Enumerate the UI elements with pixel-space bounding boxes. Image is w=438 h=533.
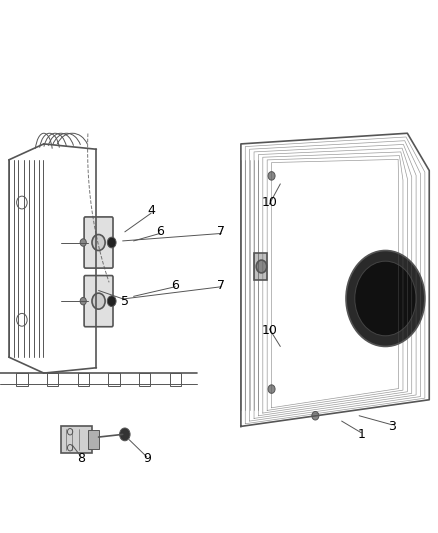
- Circle shape: [92, 235, 105, 251]
- FancyBboxPatch shape: [84, 217, 113, 268]
- Bar: [88, 430, 99, 449]
- FancyBboxPatch shape: [84, 276, 113, 327]
- Circle shape: [120, 428, 130, 441]
- Bar: [16, 373, 28, 386]
- Text: 1: 1: [357, 428, 365, 441]
- Circle shape: [80, 297, 86, 305]
- Circle shape: [268, 385, 275, 393]
- Text: 9: 9: [143, 452, 151, 465]
- Text: 7: 7: [217, 225, 225, 238]
- Circle shape: [107, 296, 116, 306]
- Circle shape: [355, 261, 416, 336]
- Text: 6: 6: [156, 225, 164, 238]
- Circle shape: [268, 172, 275, 180]
- Bar: [78, 373, 89, 386]
- Text: 8: 8: [77, 452, 85, 465]
- Text: 5: 5: [121, 295, 129, 308]
- Text: 4: 4: [147, 204, 155, 217]
- Circle shape: [92, 293, 105, 309]
- Circle shape: [80, 239, 86, 246]
- Text: 3: 3: [388, 420, 396, 433]
- Bar: [254, 253, 267, 280]
- Bar: [61, 426, 92, 453]
- Circle shape: [346, 251, 425, 346]
- Text: 10: 10: [261, 324, 277, 337]
- Text: 10: 10: [261, 196, 277, 209]
- Bar: [170, 373, 181, 386]
- Bar: [47, 373, 58, 386]
- Circle shape: [107, 237, 116, 248]
- Bar: [139, 373, 150, 386]
- Bar: [108, 373, 120, 386]
- Text: 6: 6: [171, 279, 179, 292]
- Circle shape: [256, 260, 267, 273]
- Text: 7: 7: [217, 279, 225, 292]
- Circle shape: [312, 411, 319, 420]
